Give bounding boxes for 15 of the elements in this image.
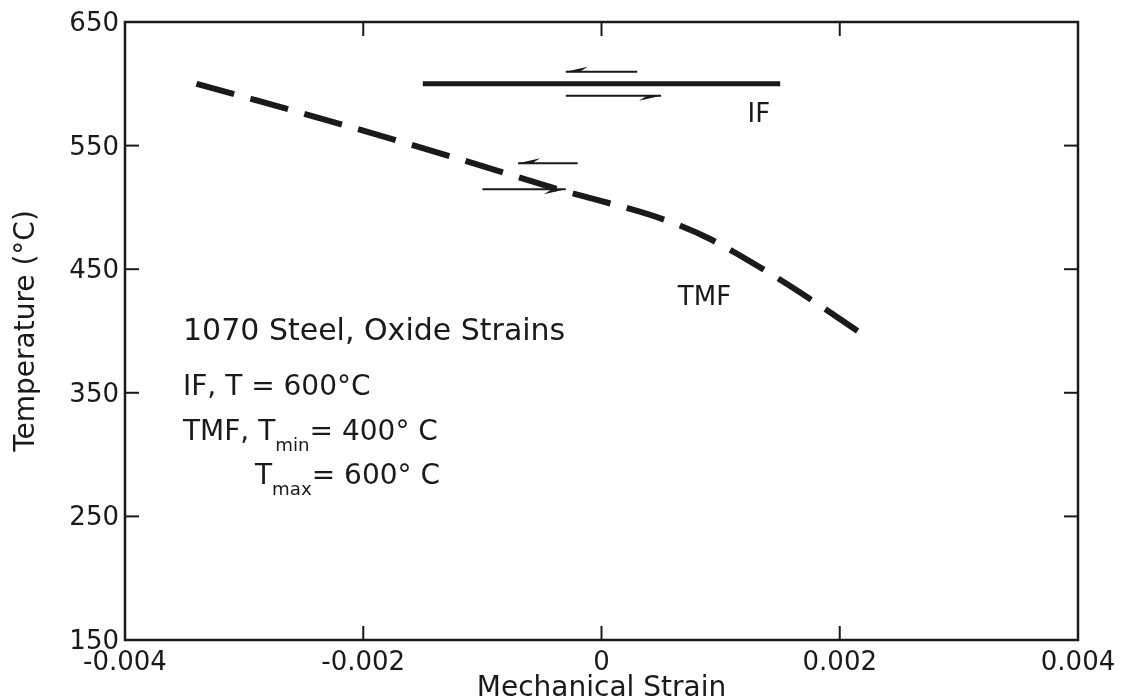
annotation: T$_{max}$= 600° C (254, 458, 441, 499)
annotation: TMF, T$_{min}$= 400° C (182, 414, 438, 455)
annotation: IF, T = 600°C (183, 369, 371, 402)
x-tick-label: 0.004 (1040, 646, 1116, 676)
annotation: 1070 Steel, Oxide Strains (183, 312, 566, 347)
y-tick-label: 550 (69, 130, 119, 161)
y-tick-label: 450 (69, 254, 119, 285)
y-tick-label: 650 (69, 7, 119, 37)
x-tick-label: 0.002 (802, 646, 877, 676)
x-tick-label: -0.002 (321, 646, 406, 676)
series-label: IF (747, 97, 771, 128)
y-tick-label: 250 (69, 501, 119, 532)
y-tick-label: 350 (69, 377, 119, 408)
y-axis-title: Temperature (°C) (8, 210, 41, 453)
series-label: TMF (676, 280, 732, 311)
